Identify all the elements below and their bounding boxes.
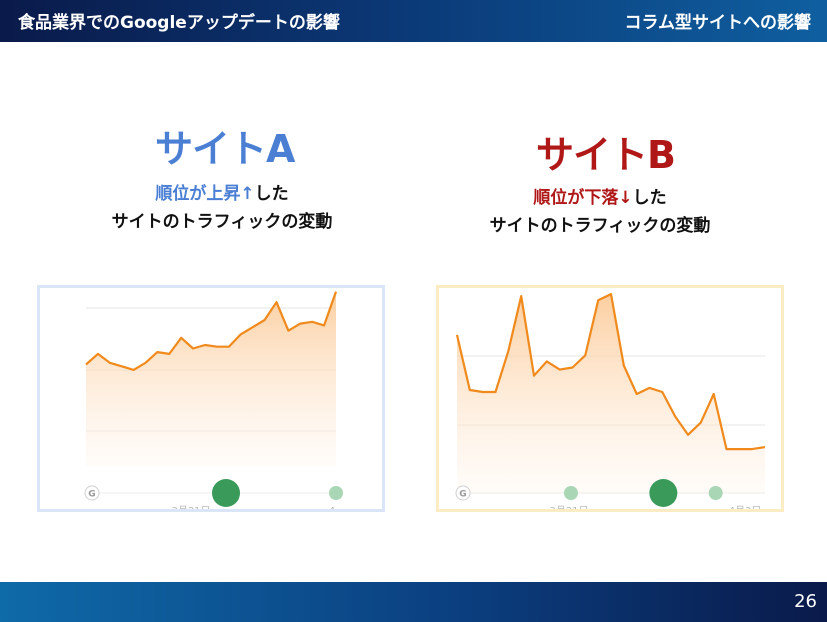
page-number: 26: [794, 591, 817, 612]
update-marker-large: [212, 479, 240, 507]
site-b-caption-line2: サイトのトラフィックの変動: [489, 216, 711, 236]
traffic-line: [85, 291, 338, 371]
site-a-caption: 順位が上昇↑した サイトのトラフィックの変動: [84, 180, 360, 236]
svg-text:G: G: [88, 490, 95, 500]
section-title: コラム型サイトへの影響: [624, 13, 812, 33]
site-b-chart: G 3月21日 4月3日: [436, 285, 784, 512]
header-bar: 食品業界でのGoogleアップデートの影響 コラム型サイトへの影響: [0, 0, 827, 42]
site-a-caption-line2: サイトのトラフィックの変動: [111, 212, 333, 232]
site-b-chart-svg: G 3月21日 4月3日: [455, 293, 766, 509]
x-tick-label: 4: [329, 506, 335, 509]
slide-title: 食品業界でのGoogleアップデートの影響: [18, 13, 340, 33]
update-marker-small: [708, 486, 723, 500]
google-g-icon: G: [455, 485, 471, 501]
site-a-chart-svg: G 3月21日 4: [84, 291, 343, 509]
site-b-caption: 順位が下落↓した サイトのトラフィックの変動: [462, 184, 738, 240]
update-marker-small: [329, 486, 343, 500]
update-marker-small: [563, 486, 578, 500]
x-tick-label: 3月21日: [549, 505, 588, 509]
traffic-area: [86, 291, 336, 466]
traffic-area: [457, 294, 765, 494]
google-g-icon: G: [84, 485, 100, 501]
site-a-title: サイトA: [155, 127, 295, 171]
traffic-line: [455, 293, 766, 451]
site-b-caption-suffix: した: [632, 188, 667, 208]
site-b-title: サイトB: [536, 133, 676, 177]
site-a-caption-highlight: 順位が上昇↑: [155, 184, 255, 204]
site-a-chart: G 3月21日 4: [37, 285, 385, 512]
update-marker-large: [649, 479, 678, 507]
site-a-caption-suffix: した: [254, 184, 289, 204]
x-tick-label: 4月3日: [729, 505, 762, 509]
footer-bar: 26: [0, 582, 827, 622]
site-b-caption-highlight: 順位が下落↓: [533, 188, 633, 208]
svg-text:G: G: [459, 490, 466, 500]
x-tick-label: 3月21日: [171, 505, 210, 509]
